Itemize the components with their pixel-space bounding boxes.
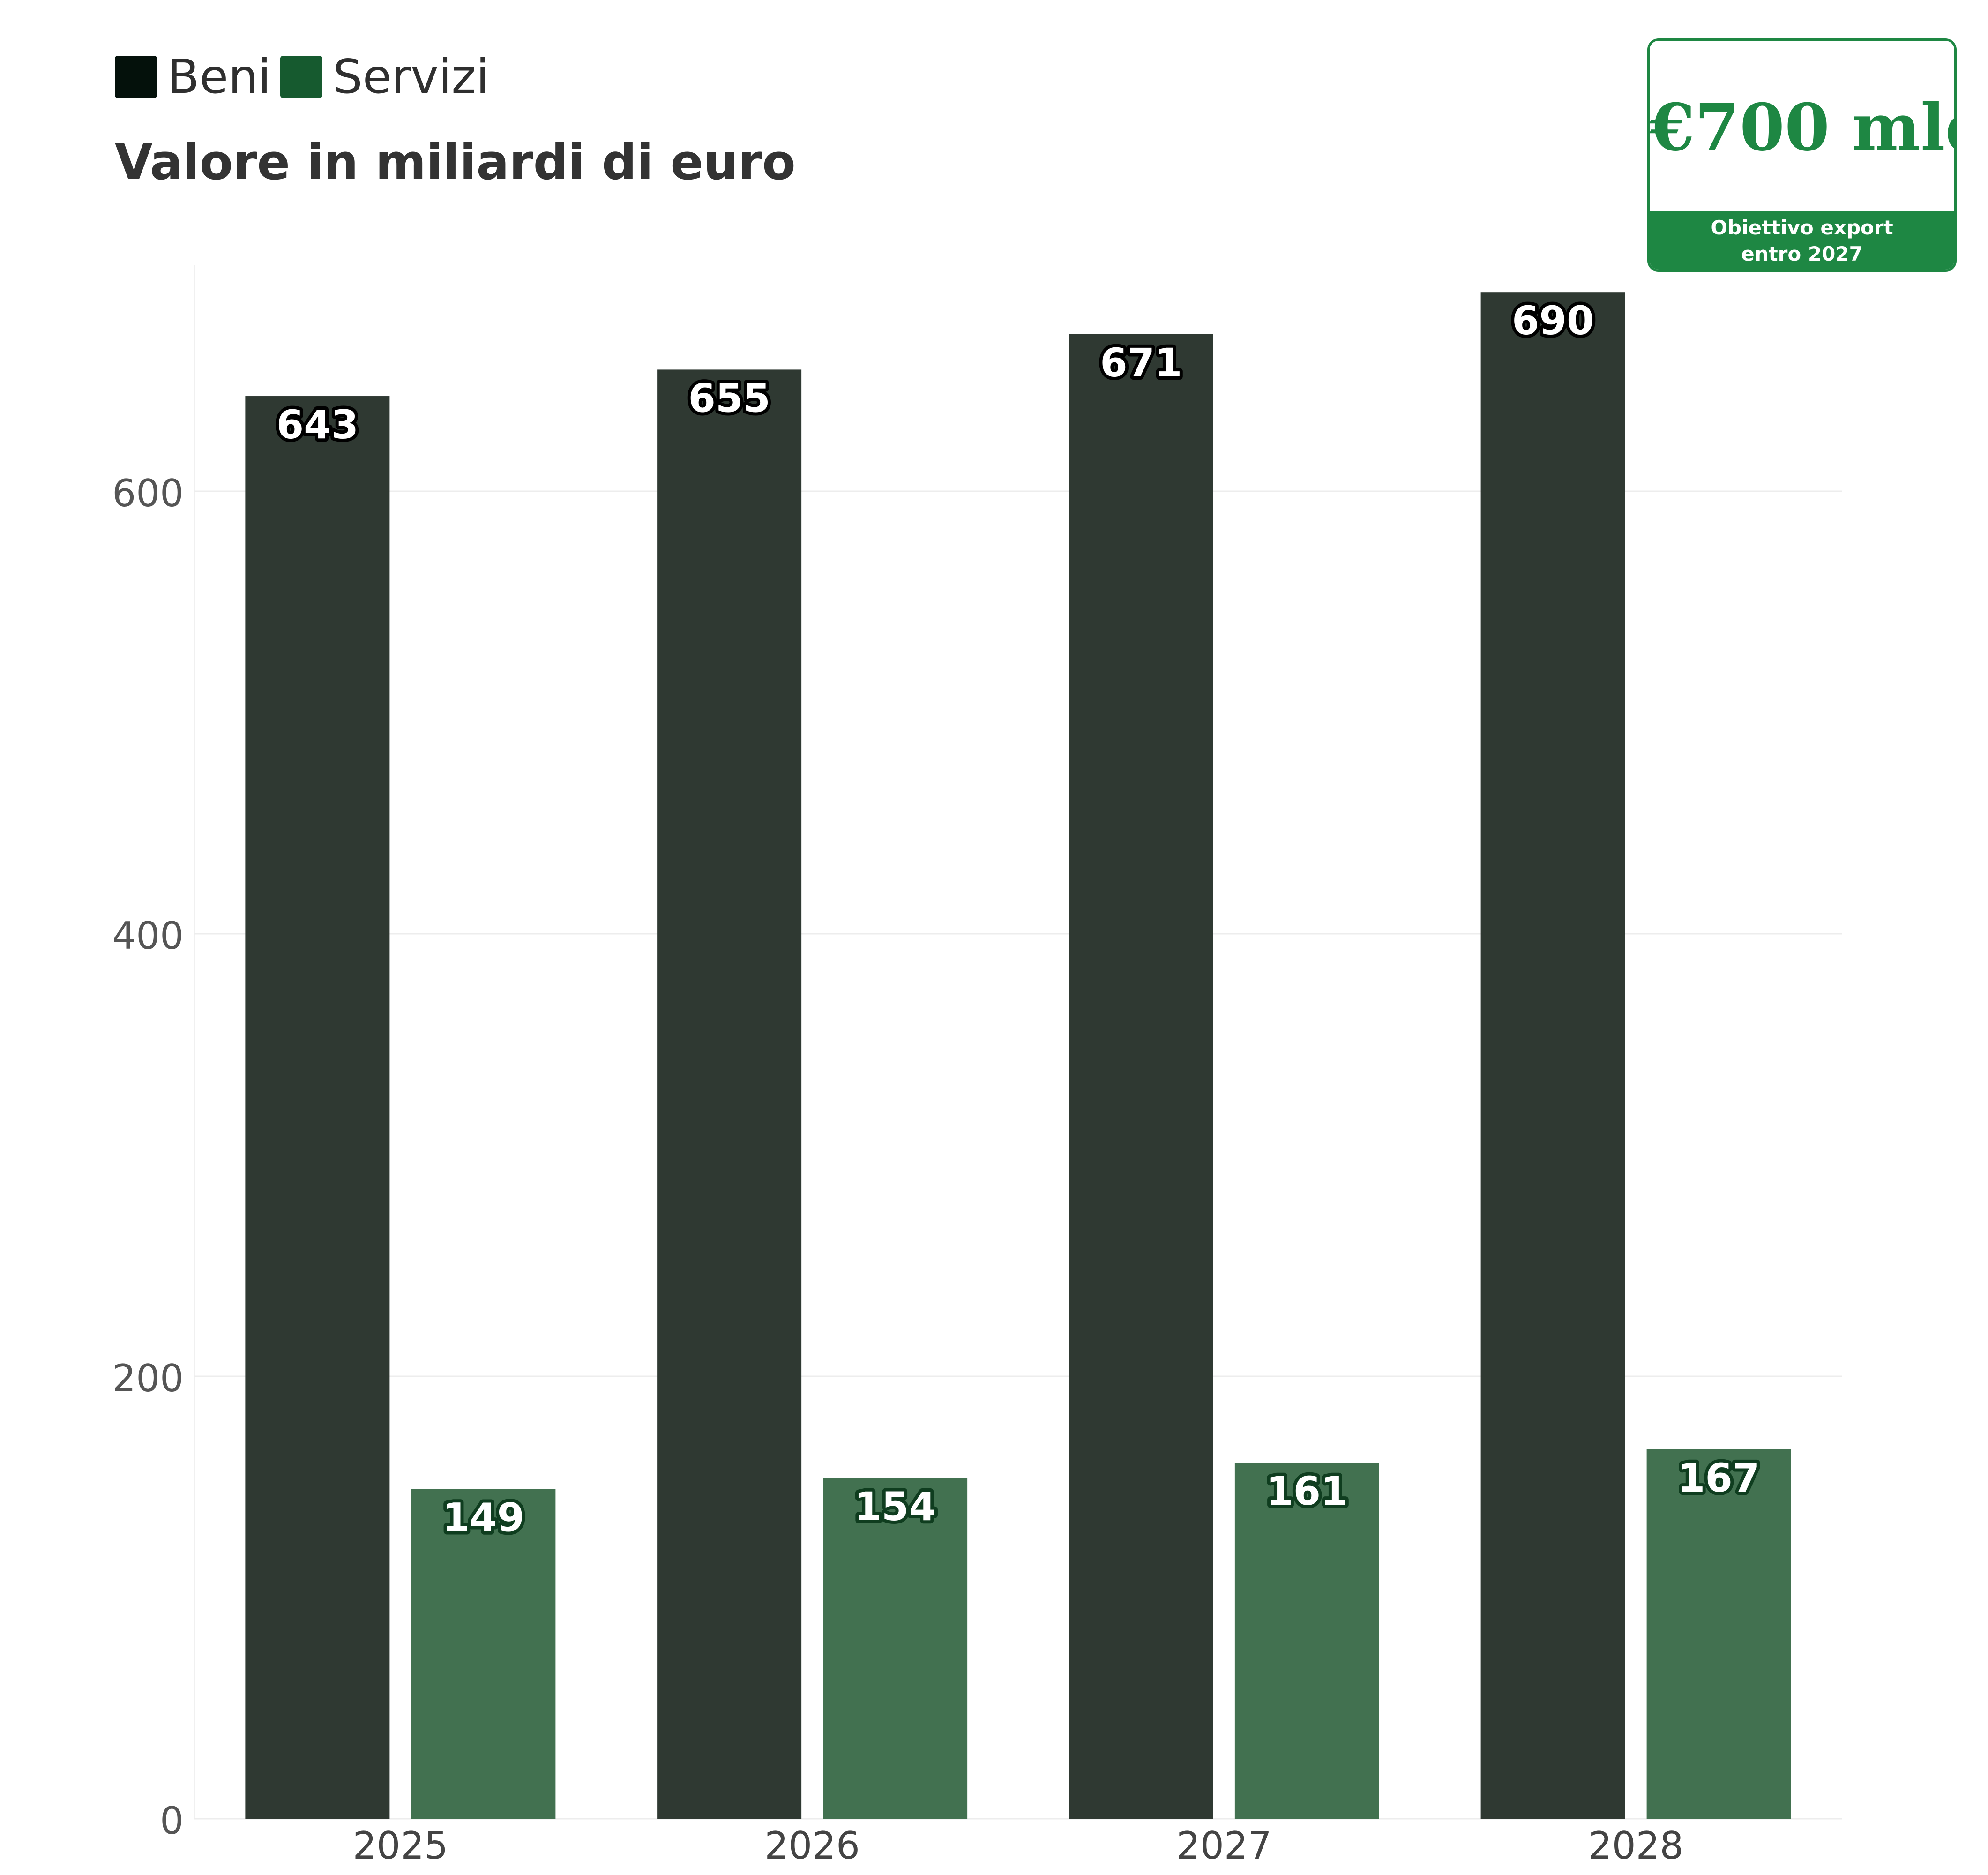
legend-swatch-beni — [115, 55, 157, 98]
badge-value: €700 mld — [1650, 89, 1957, 165]
badge-caption: Obiettivo export entro 2027 — [1650, 211, 1954, 270]
legend-swatch-servizi — [280, 55, 323, 98]
legend-label-servizi: Servizi — [333, 49, 489, 104]
y-tick-label: 200 — [112, 1357, 184, 1400]
x-tick-label: 2025 — [353, 1824, 448, 1868]
data-label-beni-2027: 671 — [1100, 340, 1182, 386]
x-tick-label: 2028 — [1588, 1824, 1684, 1868]
data-label-beni-2028: 690 — [1512, 298, 1594, 344]
x-tick-label: 2026 — [764, 1824, 860, 1868]
bar-beni-2027 — [1069, 334, 1213, 1819]
legend: Beni Servizi — [115, 49, 499, 104]
badge-caption-line1: Obiettivo export — [1711, 216, 1893, 239]
bar-servizi-2025 — [411, 1489, 556, 1819]
data-labels: 643 149 655 154 671 161 690 167 — [273, 294, 1764, 1544]
x-axis: 2025 2026 2027 2028 — [353, 1824, 1684, 1868]
data-label-beni-2025: 643 — [277, 402, 359, 448]
bar-servizi-2028 — [1646, 1449, 1791, 1819]
legend-item-servizi: Servizi — [280, 49, 489, 104]
data-label-servizi-2025: 149 — [442, 1495, 524, 1541]
export-target-badge: €700 mld Obiettivo export entro 2027 — [1647, 38, 1957, 272]
bar-beni-2025 — [245, 396, 390, 1819]
data-label-servizi-2026: 154 — [854, 1484, 936, 1530]
bar-servizi-2027 — [1234, 1462, 1379, 1819]
badge-caption-line2: entro 2027 — [1741, 242, 1863, 265]
data-label-servizi-2028: 167 — [1678, 1455, 1760, 1501]
y-tick-label: 600 — [112, 472, 184, 515]
legend-item-beni: Beni — [115, 49, 271, 104]
data-label-beni-2026: 655 — [688, 375, 770, 421]
bar-beni-2026 — [657, 369, 802, 1819]
y-axis: 0 200 400 600 — [112, 472, 184, 1843]
bar-servizi-2026 — [823, 1478, 968, 1819]
chart-subtitle: Valore in miliardi di euro — [115, 134, 796, 191]
bar-beni-2028 — [1480, 292, 1625, 1819]
legend-label-beni: Beni — [167, 49, 271, 104]
x-tick-label: 2027 — [1176, 1824, 1272, 1868]
y-tick-label: 400 — [112, 914, 184, 958]
bars — [245, 292, 1791, 1819]
data-label-servizi-2027: 161 — [1266, 1468, 1348, 1514]
y-tick-label: 0 — [160, 1799, 184, 1843]
